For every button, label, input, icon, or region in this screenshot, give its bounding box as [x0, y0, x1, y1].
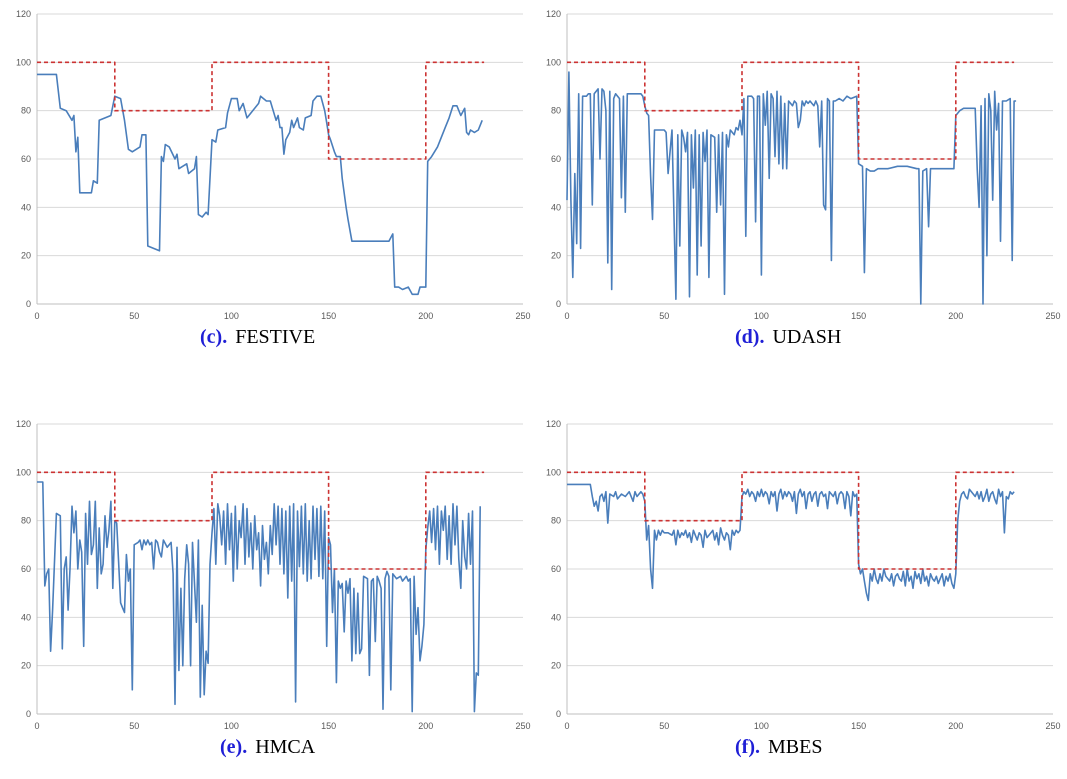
x-tick-label: 100	[224, 721, 239, 731]
x-tick-label: 250	[1045, 721, 1060, 731]
x-tick-label: 100	[224, 311, 239, 321]
chart-caption: (f). MBES	[735, 736, 822, 759]
caption-tag: (e).	[220, 736, 248, 758]
x-tick-label: 50	[129, 721, 139, 731]
x-tick-label: 150	[851, 311, 866, 321]
y-tick-label: 80	[551, 106, 561, 116]
chart-caption: (c). FESTIVE	[200, 326, 315, 349]
target-line	[37, 61, 485, 160]
x-tick-label: 50	[659, 311, 669, 321]
caption-name: FESTIVE	[235, 326, 316, 348]
x-tick-label: 0	[564, 721, 569, 731]
throughput-line	[37, 73, 483, 296]
x-tick-label: 0	[34, 311, 39, 321]
y-tick-label: 120	[16, 9, 31, 19]
x-tick-label: 50	[659, 721, 669, 731]
x-tick-label: 250	[1045, 311, 1060, 321]
x-tick-label: 150	[851, 721, 866, 731]
target-line	[567, 471, 1015, 570]
target-line	[37, 471, 485, 570]
y-tick-label: 20	[21, 251, 31, 261]
y-tick-label: 20	[21, 661, 31, 671]
y-tick-label: 60	[21, 154, 31, 164]
caption-name: UDASH	[772, 326, 842, 348]
y-tick-label: 0	[556, 299, 561, 309]
target-line	[567, 61, 1015, 160]
caption-name: MBES	[767, 736, 823, 758]
x-tick-label: 250	[515, 311, 530, 321]
y-tick-label: 0	[26, 709, 31, 719]
caption-tag: (c).	[200, 326, 228, 348]
y-tick-label: 100	[546, 57, 561, 67]
x-tick-label: 150	[321, 721, 336, 731]
x-tick-label: 100	[754, 721, 769, 731]
y-tick-label: 120	[546, 419, 561, 429]
x-tick-label: 200	[418, 311, 433, 321]
y-tick-label: 40	[21, 202, 31, 212]
y-tick-label: 20	[551, 661, 561, 671]
y-tick-label: 80	[21, 516, 31, 526]
y-tick-label: 40	[21, 612, 31, 622]
y-tick-label: 40	[551, 202, 561, 212]
caption-tag: (f).	[735, 736, 760, 758]
x-tick-label: 250	[515, 721, 530, 731]
x-tick-label: 200	[948, 721, 963, 731]
y-tick-label: 80	[21, 106, 31, 116]
x-tick-label: 0	[564, 311, 569, 321]
caption-tag: (d).	[735, 326, 765, 348]
chart-caption: (d). UDASH	[735, 326, 841, 349]
x-tick-label: 50	[129, 311, 139, 321]
y-tick-label: 100	[546, 467, 561, 477]
y-tick-label: 80	[551, 516, 561, 526]
x-tick-label: 0	[34, 721, 39, 731]
y-tick-label: 100	[16, 467, 31, 477]
y-tick-label: 120	[546, 9, 561, 19]
y-tick-label: 40	[551, 612, 561, 622]
y-tick-label: 60	[21, 564, 31, 574]
x-tick-label: 100	[754, 311, 769, 321]
y-tick-label: 100	[16, 57, 31, 67]
x-tick-label: 150	[321, 311, 336, 321]
chart-caption: (e). HMCA	[220, 736, 315, 759]
y-tick-label: 120	[16, 419, 31, 429]
caption-name: HMCA	[255, 736, 316, 758]
x-tick-label: 200	[418, 721, 433, 731]
x-tick-label: 200	[948, 311, 963, 321]
throughput-line	[37, 481, 481, 713]
y-tick-label: 20	[551, 251, 561, 261]
y-tick-label: 0	[556, 709, 561, 719]
y-tick-label: 60	[551, 154, 561, 164]
throughput-line	[567, 483, 1015, 602]
y-tick-label: 0	[26, 299, 31, 309]
throughput-line	[566, 71, 1017, 305]
y-tick-label: 60	[551, 564, 561, 574]
